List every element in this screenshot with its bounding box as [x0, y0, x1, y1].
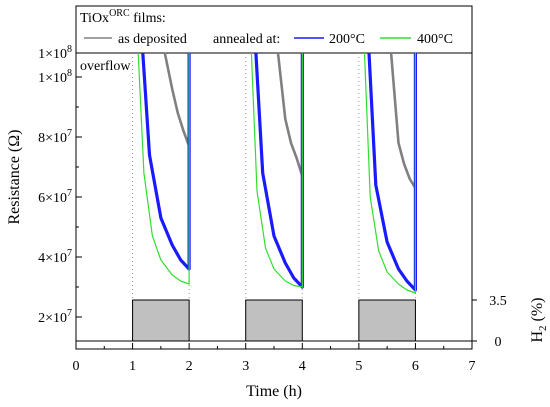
y2-axis-ticks: 03.5 — [472, 294, 507, 350]
plot-frame — [75, 5, 473, 350]
x-tick-label-3: 3 — [242, 359, 249, 374]
legend-annealed-label: annealed at: — [213, 32, 280, 47]
x-axis-title: Time (h) — [246, 383, 302, 400]
series-0-cycle-2 — [276, 52, 304, 178]
x-tick-label-5: 5 — [355, 359, 362, 374]
x-axis-ticks: 0 1 2 3 4 5 6 7 — [73, 343, 476, 374]
legend-title: TiOxORC films: — [80, 8, 166, 26]
series-2 — [137, 52, 416, 294]
series-1-cycle-1 — [141, 52, 191, 271]
y2-tick-label-1: 3.5 — [489, 294, 507, 309]
series-2-cycle-1 — [137, 52, 190, 285]
y-tick-label-3: 8×107 — [38, 128, 72, 146]
series-0 — [163, 52, 417, 190]
legend-label-as-deposited: as deposited — [118, 32, 187, 47]
h2-pulse-3 — [358, 299, 416, 342]
x-tick-label-1: 1 — [129, 359, 136, 374]
x-tick-label-2: 2 — [186, 359, 193, 374]
y-tick-label-2: 6×107 — [38, 188, 72, 206]
series-layer — [137, 52, 417, 294]
y-tick-label-5: 1×108 — [38, 44, 72, 62]
x-tick-label-6: 6 — [412, 359, 419, 374]
y2-tick-label-0: 0 — [495, 335, 502, 350]
series-2-cycle-2 — [250, 52, 303, 288]
series-1 — [141, 52, 417, 292]
series-1-cycle-2 — [254, 52, 304, 289]
legend: TiOxORC films: as deposited annealed at:… — [80, 8, 453, 47]
series-2-cycle-3 — [363, 52, 416, 294]
x-tick-label-4: 4 — [299, 359, 306, 374]
h2-pulse-2 — [245, 299, 303, 342]
legend-label-200c: 200°C — [329, 32, 365, 47]
h2-pulse-1 — [132, 299, 190, 342]
series-0-cycle-3 — [389, 52, 417, 190]
y-tick-label-0: 2×107 — [38, 308, 72, 326]
y2-axis-title: H2 (%) — [529, 297, 549, 342]
x-tick-label-0: 0 — [73, 359, 80, 374]
y-axis-ticks: 2×107 4×107 6×107 8×107 1×108 1×108 — [38, 44, 82, 326]
h2-pulse-bars — [132, 299, 416, 342]
y-tick-label-4: 1×108 — [38, 68, 72, 86]
legend-label-400c: 400°C — [417, 32, 453, 47]
x-tick-label-7: 7 — [469, 359, 476, 374]
y-tick-label-1: 4×107 — [38, 248, 72, 266]
series-1-cycle-3 — [367, 52, 417, 292]
y-axis-title: Resistance (Ω) — [6, 130, 23, 225]
series-0-cycle-1 — [163, 52, 191, 148]
overflow-label: overflow — [80, 59, 131, 74]
